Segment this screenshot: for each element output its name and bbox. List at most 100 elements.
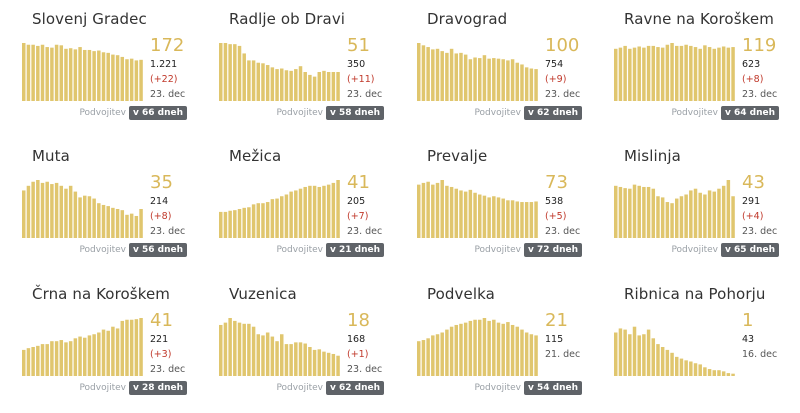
doubling-time-badge: v 64 dneh — [721, 106, 780, 120]
trend-bar — [64, 48, 68, 101]
trend-bar — [675, 356, 679, 376]
trend-bar — [459, 52, 463, 101]
trend-bar — [454, 324, 459, 376]
trend-bar — [73, 49, 78, 101]
trend-bar — [529, 68, 534, 101]
trend-bar — [237, 322, 242, 376]
trend-bar — [87, 49, 92, 101]
trend-bar — [31, 347, 35, 376]
trend-bar — [703, 367, 707, 376]
trend-bar — [726, 47, 731, 101]
trend-bar — [308, 185, 312, 238]
trend-bar — [251, 204, 256, 238]
trend-bar — [642, 186, 646, 238]
trend-bar — [289, 344, 293, 376]
trend-bar — [618, 328, 623, 376]
trend-bar — [261, 335, 265, 376]
total-cases-value: 168 — [347, 334, 366, 345]
municipality-card: Muta 35 214 (+8) 23. dec Podvojitev v 56 dneh — [22, 145, 212, 275]
trend-bar — [482, 318, 487, 376]
trend-bar — [534, 201, 538, 238]
trend-bar — [129, 213, 134, 238]
trend-bar — [223, 43, 228, 101]
last-update-date: 21. dec — [545, 349, 581, 360]
municipality-name: Slovenj Gradec — [32, 10, 147, 28]
trend-bar-chart — [614, 43, 735, 101]
trend-bar — [717, 47, 721, 101]
trend-bar — [247, 60, 251, 101]
trend-bar — [111, 54, 115, 101]
trend-bar — [59, 45, 64, 101]
trend-bar — [280, 68, 284, 101]
trend-bar — [106, 52, 110, 101]
trend-bar — [134, 319, 139, 376]
trend-bar — [233, 320, 237, 376]
trend-bar — [463, 191, 468, 238]
trend-bar — [679, 45, 684, 101]
trend-bar — [289, 70, 293, 101]
trend-bar — [228, 318, 232, 376]
total-cases-value: 350 — [347, 59, 366, 70]
trend-bar — [440, 332, 444, 376]
trend-bar — [219, 43, 223, 101]
trend-bar — [712, 191, 717, 238]
total-cases-value: 623 — [742, 59, 761, 70]
trend-bar — [496, 58, 501, 101]
last-update-date: 23. dec — [545, 226, 581, 237]
trend-bar — [265, 65, 270, 101]
municipality-name: Ribnica na Pohorju — [624, 285, 766, 303]
trend-bar — [120, 56, 125, 101]
daily-change-value: (+5) — [545, 211, 567, 222]
daily-change-value: (+8) — [742, 74, 764, 85]
trend-bar — [134, 60, 139, 101]
trend-bar — [336, 355, 340, 376]
trend-bar — [501, 323, 505, 376]
trend-bar — [524, 332, 529, 376]
trend-bar — [106, 206, 110, 238]
trend-bar — [97, 50, 101, 101]
trend-bar — [26, 185, 31, 238]
trend-bar — [101, 52, 106, 101]
trend-bar — [322, 185, 326, 238]
trend-bar — [73, 338, 78, 376]
trend-bar — [78, 47, 82, 101]
trend-bar — [693, 47, 698, 101]
trend-bar — [707, 190, 712, 238]
trend-bar — [270, 336, 275, 376]
trend-bar — [275, 69, 279, 101]
trend-bar — [684, 360, 688, 376]
trend-bar — [270, 67, 275, 101]
daily-change-value: (+7) — [347, 211, 369, 222]
trend-bar — [92, 334, 96, 376]
trend-bar — [26, 44, 31, 101]
trend-bar — [115, 55, 120, 101]
trend-bar — [642, 47, 646, 101]
trend-bar — [501, 198, 505, 238]
doubling-time-badge: v 72 dneh — [524, 243, 583, 257]
trend-bar — [303, 343, 307, 376]
municipality-name: Ravne na Koroškem — [624, 10, 774, 28]
trend-bar — [524, 202, 529, 238]
trend-bar — [83, 195, 87, 238]
active-cases-number: 43 — [742, 172, 765, 193]
trend-bar — [426, 181, 430, 238]
municipality-card: Podvelka 21 115 21. dec Podvojitev v 54 dneh — [417, 283, 607, 413]
doubling-time-badge: v 66 dneh — [129, 106, 188, 120]
trend-bar — [421, 45, 426, 101]
trend-bar — [284, 344, 289, 376]
trend-bar — [703, 45, 707, 101]
doubling-label: Podvojitev — [474, 245, 521, 255]
trend-bar — [92, 51, 96, 101]
last-update-date: 23. dec — [545, 89, 581, 100]
trend-bar — [308, 347, 312, 376]
trend-bar — [487, 58, 491, 101]
trend-bar — [665, 349, 670, 376]
trend-bar — [693, 188, 698, 238]
trend-bar — [482, 55, 487, 101]
trend-bar — [731, 47, 735, 101]
trend-bar — [707, 369, 712, 376]
trend-bar-chart — [22, 318, 143, 376]
municipality-card: Ravne na Koroškem 119 623 (+8) 23. dec Podvoj… — [614, 8, 800, 138]
trend-bar — [675, 198, 679, 238]
trend-bar — [219, 211, 223, 238]
